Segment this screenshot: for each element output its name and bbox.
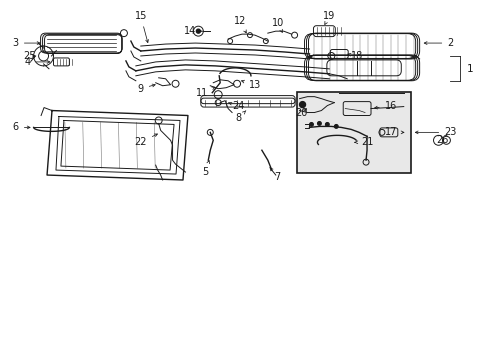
Circle shape	[317, 122, 321, 125]
Text: 22: 22	[134, 134, 157, 147]
Circle shape	[196, 29, 200, 33]
Text: 11: 11	[196, 87, 214, 98]
Circle shape	[334, 125, 337, 128]
Text: 20: 20	[295, 108, 307, 117]
Text: 16: 16	[374, 100, 396, 111]
Circle shape	[299, 102, 305, 108]
Text: 23: 23	[414, 127, 456, 138]
Text: 12: 12	[233, 16, 246, 33]
Text: 9: 9	[138, 84, 155, 94]
Text: 1: 1	[467, 64, 473, 74]
Text: 21: 21	[354, 137, 372, 147]
Text: 25: 25	[23, 51, 36, 61]
Circle shape	[309, 123, 313, 126]
Text: 7: 7	[269, 168, 280, 182]
Text: 3: 3	[13, 38, 40, 48]
Text: 14: 14	[184, 26, 202, 36]
Text: 10: 10	[271, 18, 284, 32]
Text: 17: 17	[384, 127, 403, 138]
Text: 13: 13	[241, 80, 261, 90]
Text: 26: 26	[435, 135, 447, 145]
Text: 4: 4	[24, 57, 50, 67]
Text: 24: 24	[228, 100, 244, 111]
Text: 8: 8	[235, 111, 245, 123]
Text: 19: 19	[323, 11, 335, 24]
Text: 2: 2	[424, 38, 452, 48]
Text: 6: 6	[13, 122, 30, 132]
Circle shape	[325, 123, 328, 126]
Text: 5: 5	[202, 161, 209, 177]
Text: 18: 18	[347, 51, 363, 61]
Text: 15: 15	[134, 11, 148, 42]
Bar	[297, 92, 410, 173]
